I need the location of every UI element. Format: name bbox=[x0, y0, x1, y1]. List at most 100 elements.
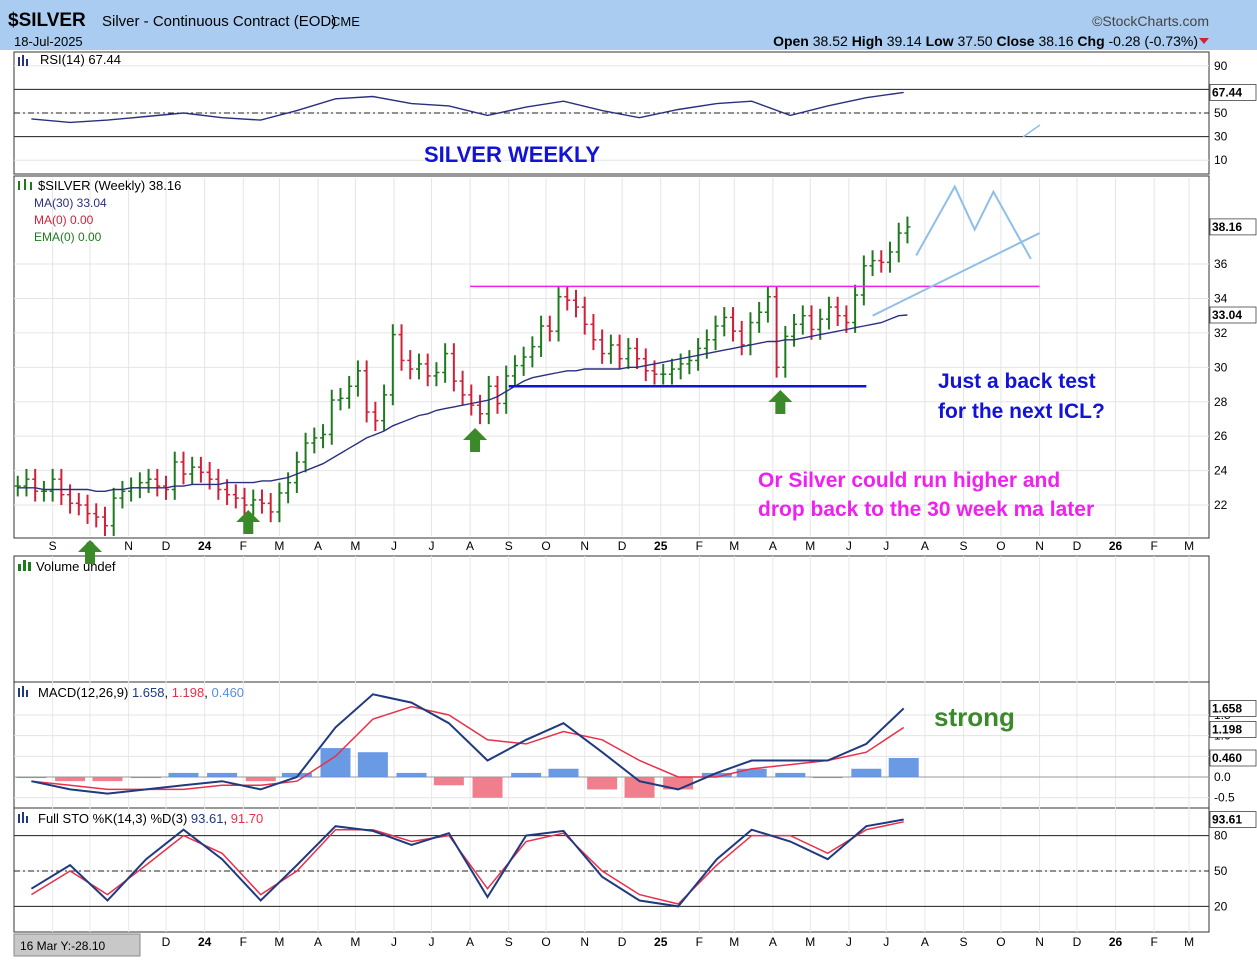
x-tick-label: 24 bbox=[198, 539, 212, 553]
rsi-tick-label: 10 bbox=[1214, 153, 1228, 167]
price-bar bbox=[302, 432, 309, 473]
price-bar bbox=[546, 315, 553, 342]
up-arrow-icon bbox=[236, 510, 261, 534]
price-tick-label: 30 bbox=[1214, 360, 1228, 374]
rsi-value-tag-box bbox=[1209, 84, 1257, 101]
price-bar bbox=[686, 350, 693, 375]
price-bar bbox=[729, 307, 736, 342]
x-tick-label-bottom: M bbox=[274, 935, 284, 949]
price-bar bbox=[363, 360, 370, 423]
signal-value-tag-box bbox=[1209, 721, 1257, 738]
volume-label: Volume undef bbox=[36, 559, 116, 574]
macd-histogram-bar bbox=[92, 777, 123, 782]
x-tick-label: J bbox=[883, 539, 889, 553]
x-tick-label-bottom: S bbox=[960, 935, 968, 949]
x-tick-label-bottom: J bbox=[883, 935, 889, 949]
ma30-label: MA(30) 33.04 bbox=[34, 196, 107, 210]
price-bar bbox=[756, 301, 763, 333]
up-arrow-icon bbox=[768, 390, 793, 414]
price-bar bbox=[250, 489, 257, 516]
price-bar bbox=[23, 468, 30, 497]
price-bar bbox=[477, 394, 484, 425]
macd-histogram-bar bbox=[472, 777, 503, 798]
price-tick-label: 36 bbox=[1214, 257, 1228, 271]
price-bar bbox=[311, 427, 318, 454]
price-bar bbox=[224, 479, 231, 506]
x-tick-label: J bbox=[391, 539, 397, 553]
high-label: High bbox=[852, 33, 883, 49]
x-tick-label-bottom: 25 bbox=[654, 935, 668, 949]
x-tick-label-bottom: F bbox=[240, 935, 247, 949]
projection-stub bbox=[1022, 124, 1041, 138]
price-bar bbox=[119, 480, 126, 509]
price-bar bbox=[555, 286, 562, 342]
up-arrow-icon bbox=[78, 540, 103, 564]
sto-tick-label: 50 bbox=[1214, 864, 1228, 878]
price-bar bbox=[721, 307, 728, 337]
price-bar bbox=[843, 305, 850, 333]
open-label: Open bbox=[773, 33, 809, 49]
x-tick-label-bottom: N bbox=[580, 935, 589, 949]
d-value: 91.70 bbox=[231, 811, 264, 826]
price-bar bbox=[171, 451, 178, 500]
price-bar bbox=[607, 334, 614, 364]
ma30-value-tag: 33.04 bbox=[1212, 308, 1242, 322]
price-tick-label: 32 bbox=[1214, 326, 1228, 340]
macd-value-tag: 1.658 bbox=[1212, 701, 1242, 715]
macd-histogram-bar bbox=[851, 768, 882, 778]
x-tick-label: M bbox=[350, 539, 360, 553]
rsi-icon bbox=[18, 55, 28, 66]
price-bar bbox=[825, 296, 832, 330]
price-bar bbox=[738, 320, 745, 356]
x-tick-label: O bbox=[996, 539, 1005, 553]
x-tick-label-bottom: F bbox=[1151, 935, 1158, 949]
x-tick-label: N bbox=[124, 539, 133, 553]
marks-layer bbox=[14, 88, 1209, 908]
down-arrow-icon bbox=[1199, 38, 1209, 44]
x-tick-label-bottom: D bbox=[618, 935, 627, 949]
price-close-tag-box bbox=[1209, 218, 1257, 236]
price-tick-label: 26 bbox=[1214, 429, 1228, 443]
price-bar bbox=[407, 350, 414, 380]
x-tick-label-bottom: D bbox=[162, 935, 171, 949]
macd-value: 1.658 bbox=[132, 685, 165, 700]
macd-line bbox=[31, 693, 905, 795]
price-bar bbox=[354, 360, 361, 397]
price-bar bbox=[494, 375, 501, 414]
open-value: 38.52 bbox=[813, 33, 848, 49]
sto-value-tag-box bbox=[1209, 811, 1257, 828]
macd-histogram-bar bbox=[775, 772, 806, 778]
x-tick-label: A bbox=[769, 539, 777, 553]
signal-value-tag: 1.198 bbox=[1212, 722, 1242, 736]
price-bar bbox=[564, 286, 571, 311]
price-bar bbox=[320, 424, 327, 449]
price-bar bbox=[232, 484, 239, 509]
macd-histogram-bar bbox=[888, 758, 919, 778]
price-bar bbox=[572, 289, 579, 318]
x-tick-label: D bbox=[618, 539, 627, 553]
price-bar bbox=[808, 305, 815, 340]
price-bar bbox=[328, 389, 335, 445]
price-bar bbox=[852, 284, 859, 333]
rsi-tick-label: 90 bbox=[1214, 59, 1228, 73]
high-value: 39.14 bbox=[887, 33, 922, 49]
annotation-alt-line2: drop back to the 30 week ma later bbox=[758, 498, 1094, 521]
up-arrow-icon bbox=[463, 428, 488, 452]
price-bar bbox=[878, 250, 885, 273]
k-value: 93.61 bbox=[191, 811, 224, 826]
sto-tick-label: 80 bbox=[1214, 829, 1228, 843]
x-tick-label: S bbox=[960, 539, 968, 553]
price-bar bbox=[782, 326, 789, 378]
x-tick-label: D bbox=[162, 539, 171, 553]
annotation-layer: 67.44 38.16 33.04 1.658 1.198 0.460 93.61 bbox=[78, 84, 1257, 828]
x-tick-label: F bbox=[1151, 539, 1158, 553]
macd-histogram-bar bbox=[548, 768, 579, 778]
x-tick-label-bottom: J bbox=[428, 935, 434, 949]
x-tick-label-bottom: A bbox=[921, 935, 929, 949]
bottom-tag-box bbox=[13, 933, 141, 957]
price-bar bbox=[241, 487, 248, 516]
macd-histogram-bar bbox=[168, 772, 199, 778]
price-bar bbox=[337, 387, 344, 411]
price-bar bbox=[110, 487, 117, 536]
